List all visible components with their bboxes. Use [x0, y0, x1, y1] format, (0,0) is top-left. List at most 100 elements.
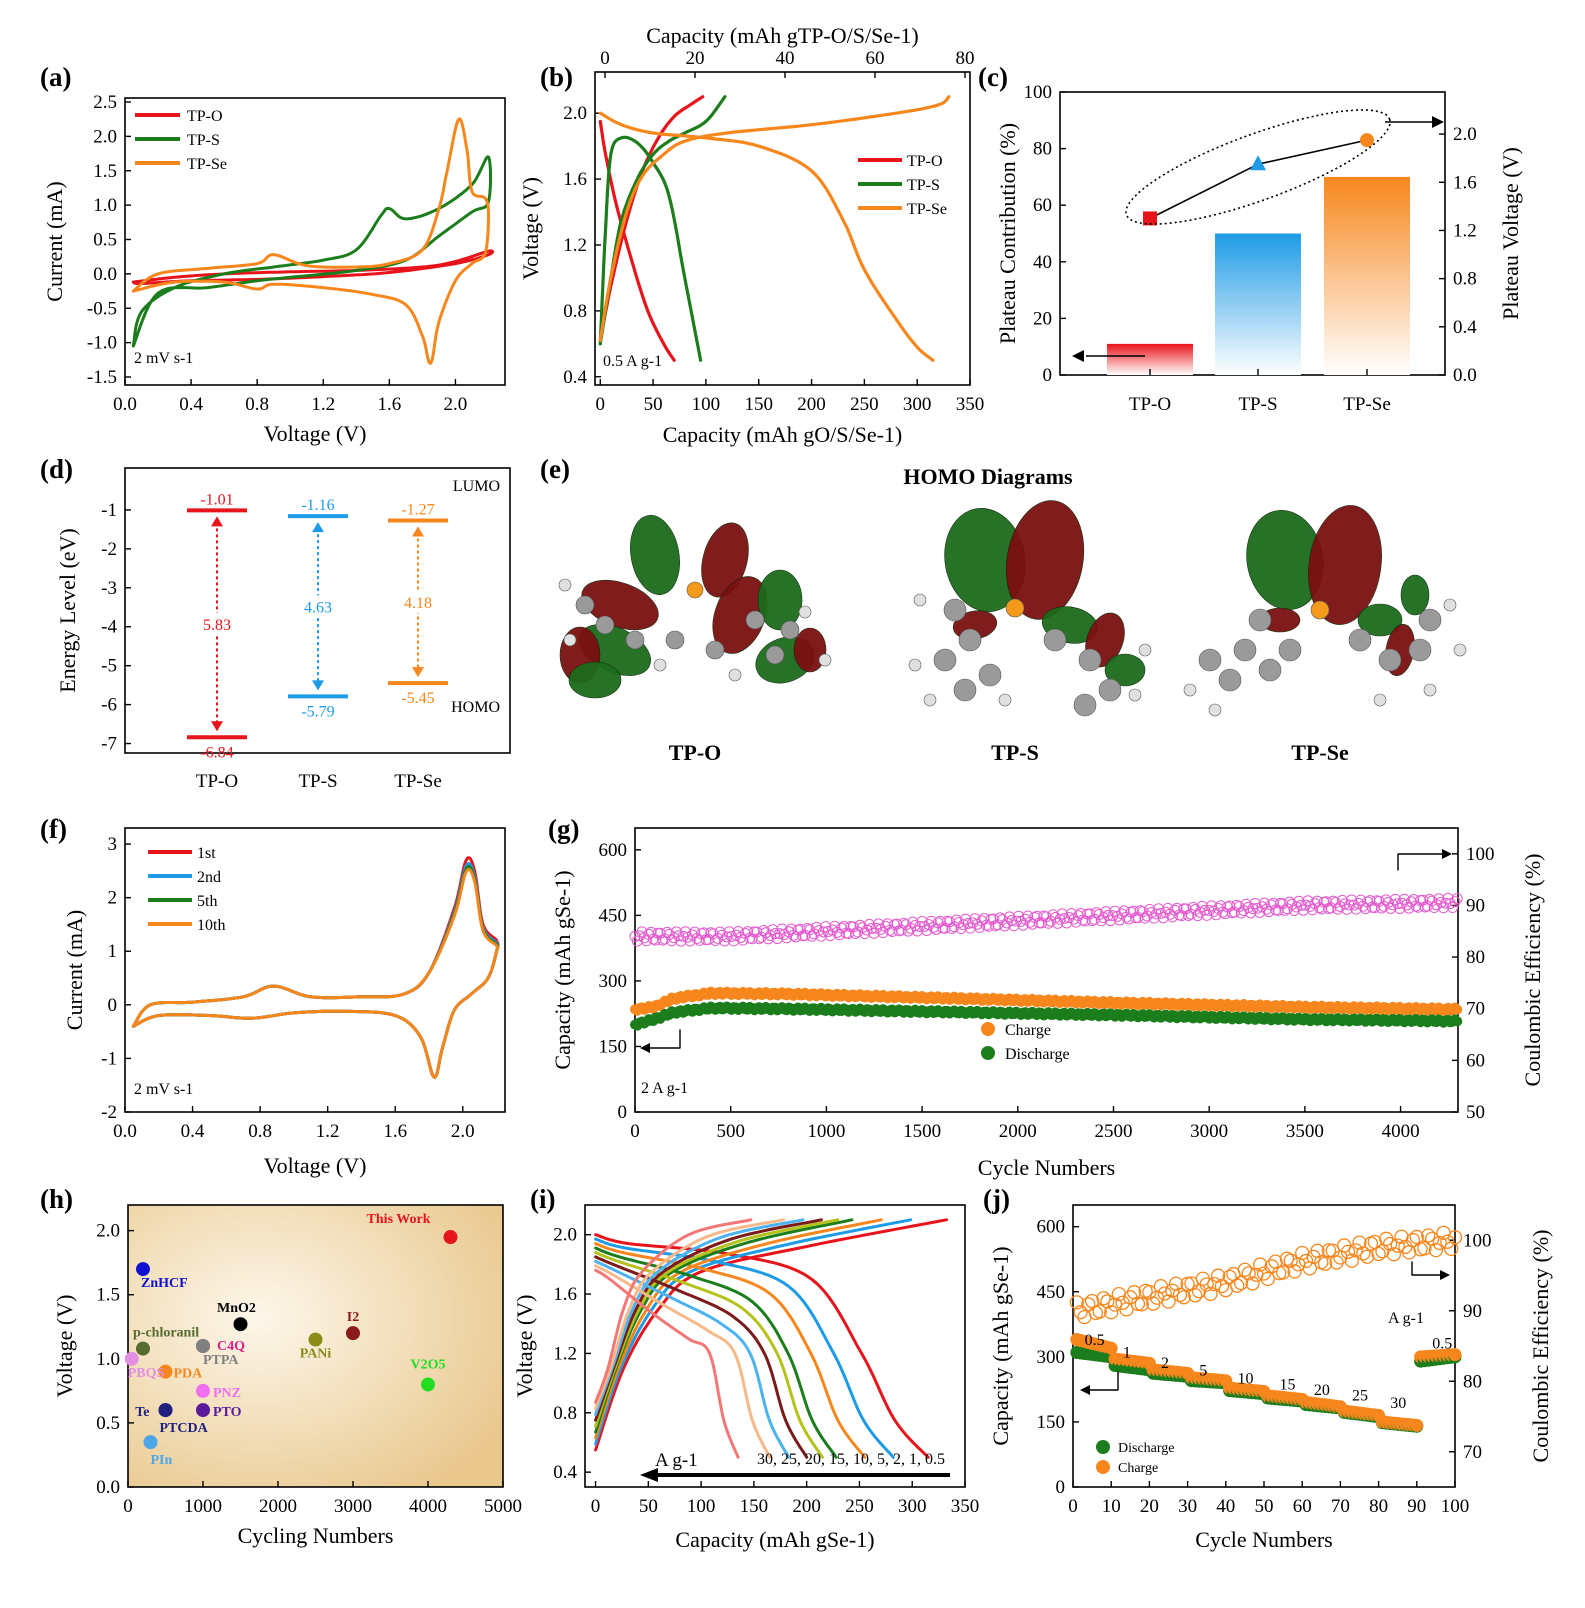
series-charge-TP-O	[598, 95, 705, 343]
ce-point	[946, 922, 958, 934]
y-tick-label: -6	[101, 695, 117, 716]
x-tick-label: 0	[1068, 1496, 1078, 1517]
point-label: PANi	[300, 1347, 332, 1362]
ce-point	[1403, 902, 1415, 914]
x-tick-label: 100	[687, 1496, 716, 1517]
y-tick-label: 300	[1037, 1347, 1066, 1368]
highlight-ellipse	[1125, 109, 1391, 225]
x-category-label: TP-Se	[1343, 394, 1391, 415]
ce-point	[1219, 908, 1231, 920]
gap-arrow-head	[412, 526, 424, 537]
y-tick-label: -7	[101, 734, 117, 755]
point-thiswork	[443, 1230, 458, 1245]
ce-point	[849, 928, 861, 940]
point-label: MnO2	[217, 1301, 256, 1316]
rate-label: 2	[1161, 1355, 1169, 1372]
x-tick-label: 2000	[259, 1496, 297, 1517]
ce-point	[1386, 1247, 1402, 1262]
y-tick-label: 0	[618, 1102, 628, 1123]
ce-point	[925, 915, 937, 927]
discharge-curve-15	[594, 1255, 809, 1459]
y-tick-label: 0.8	[563, 301, 587, 322]
molecule-label: TP-Se	[1291, 740, 1349, 765]
x-tick-label: 4000	[1382, 1121, 1420, 1142]
point-label: PTO	[213, 1405, 242, 1420]
panel-label: (a)	[40, 62, 71, 92]
legend-label: TP-Se	[907, 201, 947, 218]
point-i2	[346, 1326, 360, 1341]
x-axis-title: Cycle Numbers	[978, 1155, 1115, 1180]
ce-point	[1451, 893, 1463, 905]
x-tick-label: 60	[1293, 1496, 1312, 1517]
panel-label: (i)	[530, 1184, 555, 1214]
ce-point	[1022, 910, 1034, 922]
ce-point	[1339, 898, 1351, 910]
series-discharge-TP-S	[598, 135, 703, 362]
ce-point	[1417, 1241, 1432, 1256]
orbital-lobe	[757, 569, 803, 631]
rate-label: 25	[1352, 1388, 1368, 1405]
x-tick-label: 3500	[1286, 1121, 1324, 1142]
atom-sphere	[1348, 628, 1372, 652]
ce-point	[1275, 1265, 1291, 1280]
rate-unit-label: A g-1	[655, 1450, 698, 1471]
arrow-head	[1442, 849, 1452, 859]
ce-point	[762, 933, 774, 945]
ce-point	[709, 935, 721, 947]
x-tick-label: 1000	[807, 1121, 845, 1142]
gap-value: 5.83	[203, 617, 231, 634]
ce-point	[1245, 1276, 1260, 1291]
ce-point	[1321, 1243, 1337, 1258]
lumo-value: -1.16	[301, 497, 334, 514]
ce-point	[1375, 902, 1387, 914]
ce-point	[1165, 1283, 1180, 1298]
ce-point	[974, 921, 986, 933]
ce-point	[1302, 895, 1314, 907]
y-tick-label: 0.4	[1453, 317, 1477, 338]
y-tick-label: 70	[1463, 1442, 1482, 1463]
ce-point	[1424, 893, 1436, 905]
y-tick-label: 2.0	[93, 126, 117, 147]
ce-point	[776, 923, 788, 935]
lumo-value: -1.01	[200, 491, 233, 508]
y-tick-label: -2	[101, 539, 117, 560]
ce-point	[1157, 912, 1169, 924]
y-tick-label: 0	[1043, 365, 1053, 386]
legend-label: TP-Se	[187, 156, 227, 173]
atom-sphere	[1418, 608, 1442, 632]
scan-rate-annotation: 2 mV s-1	[134, 1081, 193, 1098]
y-tick-label: 600	[1037, 1217, 1066, 1238]
atom-sphere	[1198, 648, 1222, 672]
x-category-label: TP-S	[1238, 394, 1277, 415]
bar-TP-Se	[1324, 176, 1410, 375]
atom-sphere	[653, 658, 667, 672]
point-label: PDA	[174, 1367, 204, 1382]
x-tick-label: 0.4	[179, 394, 203, 415]
x-tick-label: 10	[1102, 1496, 1121, 1517]
ce-point	[1352, 1235, 1367, 1250]
series-line-10th	[131, 868, 500, 1079]
x-tick-label: 2500	[1094, 1121, 1132, 1142]
ce-point	[1350, 903, 1362, 915]
ce-point	[1440, 1234, 1455, 1249]
x-tick-label: 0	[591, 1496, 601, 1517]
ce-point	[1435, 896, 1447, 908]
point-label: ZnHCF	[141, 1276, 188, 1291]
panel-label: (h)	[40, 1184, 73, 1214]
y-axis-title: Energy Level (eV)	[55, 528, 80, 693]
ce-point	[964, 922, 976, 934]
ce-point	[1109, 905, 1121, 917]
atom-sphere	[665, 630, 685, 650]
point-v2o5	[421, 1377, 435, 1392]
y-tick-label: -1	[101, 1048, 117, 1069]
ce-point	[1214, 1278, 1230, 1294]
point-pchloranil	[136, 1341, 150, 1356]
atom-sphere	[958, 628, 982, 652]
rate-label: 0.5	[1085, 1332, 1105, 1349]
x-tick-label: 0.4	[181, 1121, 205, 1142]
y-tick-label: 600	[599, 840, 628, 861]
y-tick-label: 2.0	[1453, 124, 1477, 145]
series-line-TP-O	[131, 249, 495, 285]
marker-triangle	[1250, 155, 1266, 171]
ce-point	[1188, 1288, 1203, 1303]
